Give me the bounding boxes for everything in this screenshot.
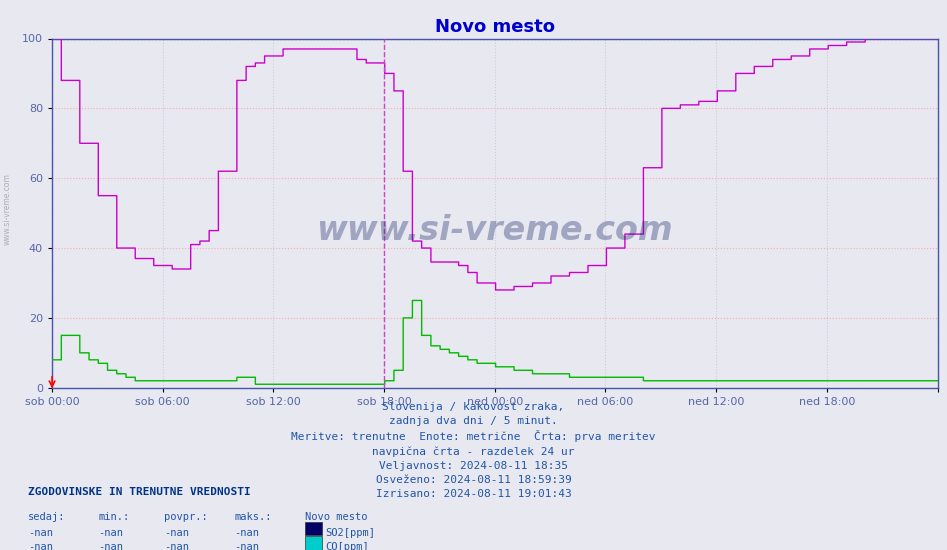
Bar [305,536,322,550]
Text: CO[ppm]: CO[ppm] [326,542,369,550]
Text: -nan: -nan [98,542,123,550]
Title: Novo mesto: Novo mesto [435,18,555,36]
Text: -nan: -nan [98,528,123,538]
Text: -nan: -nan [164,542,189,550]
Text: SO2[ppm]: SO2[ppm] [326,528,375,538]
Text: ZGODOVINSKE IN TRENUTNE VREDNOSTI: ZGODOVINSKE IN TRENUTNE VREDNOSTI [28,487,251,497]
Text: -nan: -nan [235,542,259,550]
Text: min.:: min.: [98,512,130,522]
Text: -nan: -nan [235,528,259,538]
Bar [305,521,322,536]
Text: www.si-vreme.com: www.si-vreme.com [316,214,673,247]
Text: maks.:: maks.: [235,512,272,522]
Text: povpr.:: povpr.: [164,512,208,522]
Text: sedaj:: sedaj: [28,512,65,522]
Text: Slovenija / kakovost zraka,
zadnja dva dni / 5 minut.
Meritve: trenutne  Enote: : Slovenija / kakovost zraka, zadnja dva d… [292,402,655,499]
Text: -nan: -nan [28,542,53,550]
Text: -nan: -nan [28,528,53,538]
Text: -nan: -nan [164,528,189,538]
Text: Novo mesto: Novo mesto [305,512,367,522]
Text: www.si-vreme.com: www.si-vreme.com [3,173,12,245]
